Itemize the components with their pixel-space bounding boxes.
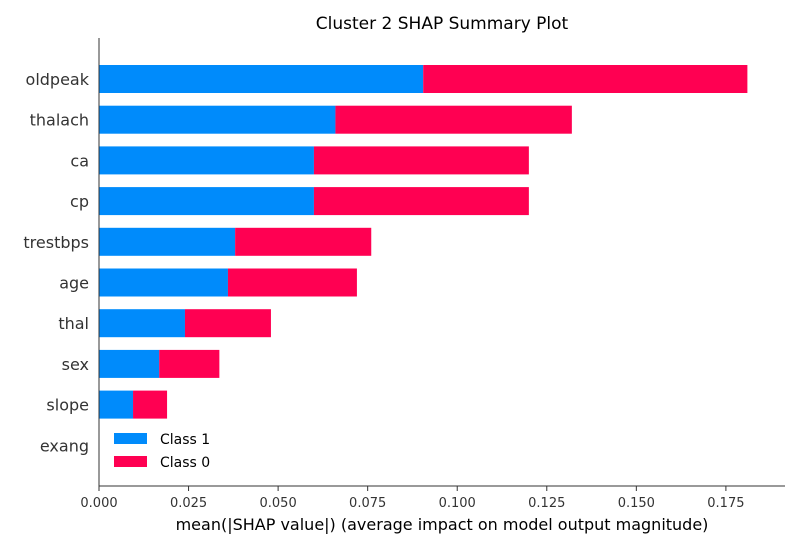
x-tick-label: 0.050 bbox=[260, 496, 297, 511]
y-tick-labels: oldpeak thalach ca cp trestbps age thal sex slop… bbox=[23, 70, 89, 455]
y-label-sex: sex bbox=[62, 355, 89, 374]
x-tick-label: 0.025 bbox=[170, 496, 207, 511]
bar-thal-series-0 bbox=[99, 309, 185, 338]
bar-age-series-1 bbox=[227, 268, 357, 297]
bar-cp-series-1 bbox=[313, 187, 529, 216]
x-tick-label: 0.000 bbox=[80, 496, 117, 511]
y-label-cp: cp bbox=[70, 192, 89, 211]
legend-swatch-1 bbox=[114, 456, 147, 467]
bar-ca-series-1 bbox=[313, 146, 529, 175]
y-label-thalach: thalach bbox=[30, 111, 89, 130]
bar-sex-series-0 bbox=[99, 349, 160, 378]
bar-slope-series-0 bbox=[99, 390, 134, 419]
legend: Class 1 Class 0 bbox=[114, 432, 210, 471]
x-tick-label: 0.125 bbox=[528, 496, 565, 511]
legend-label-1: Class 0 bbox=[160, 455, 210, 471]
bar-age-series-0 bbox=[99, 268, 228, 297]
bar-oldpeak-series-1 bbox=[423, 65, 748, 93]
x-tick-label: 0.100 bbox=[439, 496, 476, 511]
y-label-trestbps: trestbps bbox=[23, 233, 89, 252]
bars-group bbox=[99, 65, 748, 419]
bar-thal-series-1 bbox=[184, 309, 271, 338]
y-label-oldpeak: oldpeak bbox=[26, 70, 90, 89]
y-label-exang: exang bbox=[40, 436, 89, 455]
y-label-thal: thal bbox=[58, 314, 89, 333]
y-label-ca: ca bbox=[70, 151, 89, 170]
x-tick-label: 0.075 bbox=[349, 496, 386, 511]
bar-ca-series-0 bbox=[99, 146, 314, 175]
bar-sex-series-1 bbox=[159, 349, 220, 378]
bar-thalach-series-1 bbox=[335, 105, 572, 134]
y-label-slope: slope bbox=[46, 396, 89, 415]
x-axis-label: mean(|SHAP value|) (average impact on mo… bbox=[176, 515, 709, 534]
chart-title: Cluster 2 SHAP Summary Plot bbox=[316, 14, 569, 34]
bar-trestbps-series-1 bbox=[235, 227, 372, 256]
x-tick-label: 0.150 bbox=[618, 496, 655, 511]
bar-trestbps-series-0 bbox=[99, 227, 236, 256]
bar-slope-series-1 bbox=[133, 390, 168, 419]
bar-thalach-series-0 bbox=[99, 105, 336, 134]
x-tick-label: 0.175 bbox=[707, 496, 744, 511]
legend-label-0: Class 1 bbox=[160, 432, 210, 448]
legend-swatch-0 bbox=[114, 433, 147, 444]
x-ticks: 0.000 0.025 0.050 0.075 0.100 0.125 0.150 0.175 bbox=[80, 486, 745, 511]
y-label-age: age bbox=[59, 274, 89, 293]
bar-oldpeak-series-0 bbox=[99, 65, 424, 93]
bar-cp-series-0 bbox=[99, 187, 314, 216]
